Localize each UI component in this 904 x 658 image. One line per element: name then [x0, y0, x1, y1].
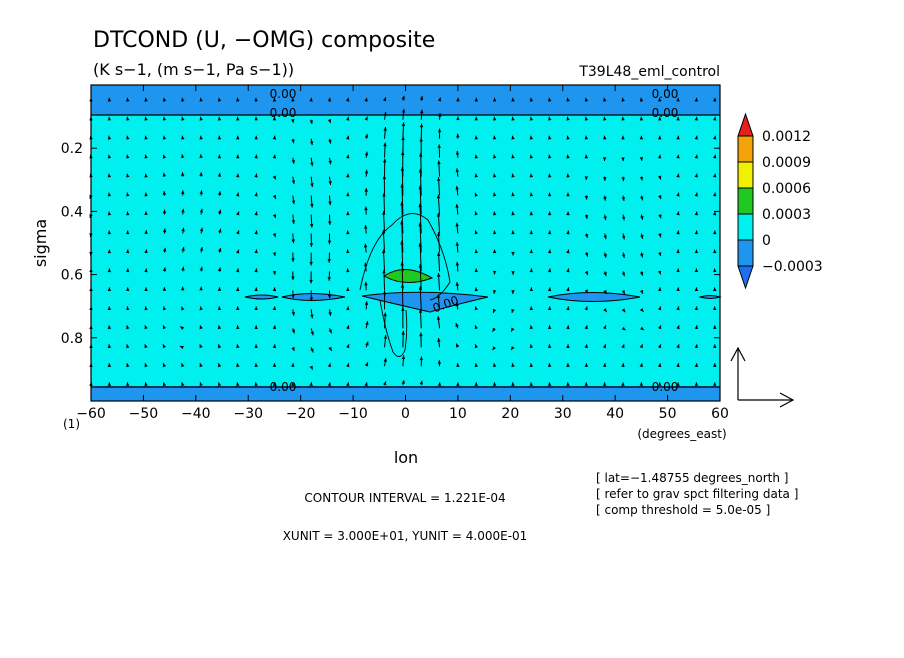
- contour-label: 0.00: [652, 87, 679, 101]
- colorbar-segment: [738, 214, 753, 240]
- chart-subtitle: (K s−1, (m s−1, Pa s−1)): [93, 60, 294, 79]
- x-tick-label: −40: [181, 406, 211, 422]
- contour-label: 0.00: [270, 106, 297, 120]
- x-tick-label: −20: [286, 406, 316, 422]
- colorbar: 0.0012 0.0009 0.0006 0.0003 0 −0.0003: [738, 114, 823, 288]
- colorbar-segment: [738, 136, 753, 162]
- info-line: [ lat=−1.48755 degrees_north ]: [596, 471, 788, 485]
- colorbar-label: 0.0006: [762, 181, 811, 197]
- contour-label: 0.00: [652, 106, 679, 120]
- run-label: T39L48_eml_control: [578, 64, 720, 80]
- colorbar-arrow-top: [738, 114, 753, 136]
- y-tick-label: 0.4: [61, 204, 83, 220]
- negative-lens: [245, 295, 278, 299]
- colorbar-segment: [738, 188, 753, 214]
- chart-title: DTCOND (U, −OMG) composite: [93, 28, 435, 53]
- x-tick-label: 20: [501, 406, 519, 422]
- x-tick-label: 10: [449, 406, 467, 422]
- x-tick-label: −30: [233, 406, 263, 422]
- colorbar-label: 0.0012: [762, 129, 811, 145]
- x-tick-label: 30: [554, 406, 572, 422]
- contour-label: 0.00: [270, 380, 297, 394]
- negative-lens: [700, 296, 720, 299]
- contour-label: 0.00: [270, 87, 297, 101]
- corner-label: (1): [63, 417, 80, 431]
- colorbar-label: 0.0009: [762, 155, 811, 171]
- x-tick-label: −10: [338, 406, 368, 422]
- x-tick-label: 0: [401, 406, 410, 422]
- colorbar-label: 0.0003: [762, 207, 811, 223]
- x-tick-label: 50: [659, 406, 677, 422]
- y-tick-label: 0.8: [61, 331, 83, 347]
- colorbar-segment: [738, 162, 753, 188]
- x-tick-label: −50: [129, 406, 159, 422]
- info-line: [ comp threshold = 5.0e-05 ]: [596, 503, 770, 517]
- contour-label: 0.00: [652, 380, 679, 394]
- colorbar-arrow-bottom: [738, 266, 753, 288]
- y-tick-label: 0.6: [61, 268, 83, 284]
- contour-interval-text: CONTOUR INTERVAL = 1.221E-04: [304, 491, 505, 505]
- info-line: [ refer to grav spct filtering data ]: [596, 487, 798, 501]
- colorbar-segment: [738, 240, 753, 266]
- x-tick-label: 60: [711, 406, 729, 422]
- unit-text: XUNIT = 3.000E+01, YUNIT = 4.000E-01: [283, 529, 528, 543]
- y-tick-label: 0.2: [61, 141, 83, 157]
- y-axis-label: sigma: [31, 219, 50, 267]
- vector-reference: [731, 348, 793, 407]
- colorbar-label: 0: [762, 233, 771, 249]
- x-axis-label: lon: [394, 448, 418, 467]
- x-unit-label: (degrees_east): [637, 427, 726, 441]
- x-tick-label: −60: [76, 406, 106, 422]
- positive-background: [91, 85, 720, 401]
- colorbar-label: −0.0003: [762, 259, 823, 275]
- x-tick-label: 40: [606, 406, 624, 422]
